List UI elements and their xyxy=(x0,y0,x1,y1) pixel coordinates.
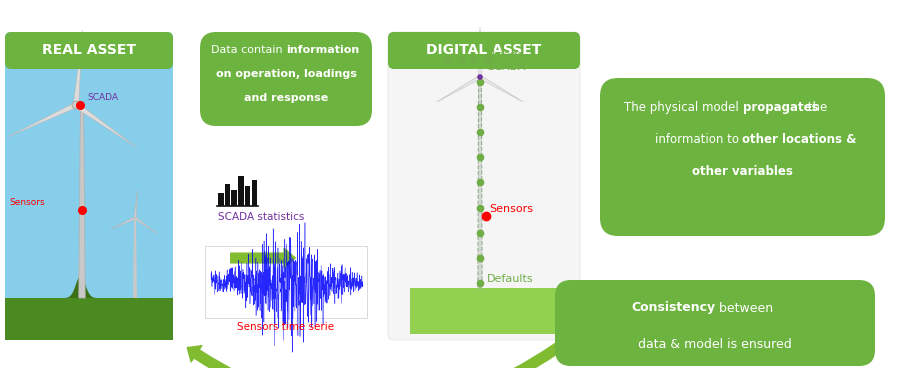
Text: data & model is ensured: data & model is ensured xyxy=(638,337,792,350)
Text: SCADA statistics: SCADA statistics xyxy=(218,212,304,222)
Text: SCADA: SCADA xyxy=(487,62,526,72)
FancyBboxPatch shape xyxy=(388,32,580,69)
Text: Defaults: Defaults xyxy=(487,274,534,284)
Bar xyxy=(410,288,558,334)
FancyBboxPatch shape xyxy=(5,32,173,69)
FancyArrowPatch shape xyxy=(187,344,561,368)
Circle shape xyxy=(72,101,80,109)
Text: REAL ASSET: REAL ASSET xyxy=(42,43,136,57)
Text: Data contain: Data contain xyxy=(211,45,286,55)
Polygon shape xyxy=(73,30,83,105)
Bar xyxy=(225,184,230,206)
Polygon shape xyxy=(436,75,481,102)
Polygon shape xyxy=(5,276,173,298)
FancyBboxPatch shape xyxy=(388,32,580,340)
Text: other variables: other variables xyxy=(692,166,793,178)
Polygon shape xyxy=(133,218,137,298)
Bar xyxy=(218,193,223,206)
Text: between: between xyxy=(715,301,773,315)
Polygon shape xyxy=(75,103,138,148)
Text: Sensors time serie: Sensors time serie xyxy=(238,322,335,332)
Polygon shape xyxy=(134,190,138,218)
Polygon shape xyxy=(79,106,86,298)
Polygon shape xyxy=(479,75,523,102)
Text: the: the xyxy=(805,102,828,114)
Text: Consistency: Consistency xyxy=(631,301,715,315)
Circle shape xyxy=(477,74,482,80)
Bar xyxy=(238,176,244,206)
Polygon shape xyxy=(110,217,136,230)
Polygon shape xyxy=(478,27,482,77)
Bar xyxy=(5,298,173,340)
Polygon shape xyxy=(8,103,77,137)
FancyArrowPatch shape xyxy=(230,248,295,268)
Text: other locations &: other locations & xyxy=(742,134,857,146)
Text: Loads: Loads xyxy=(492,50,525,60)
FancyBboxPatch shape xyxy=(5,32,173,340)
Bar xyxy=(231,190,237,206)
Text: information: information xyxy=(286,45,359,55)
Text: Sensors: Sensors xyxy=(9,198,45,207)
FancyBboxPatch shape xyxy=(600,78,885,236)
Text: on operation, loadings: on operation, loadings xyxy=(216,69,356,79)
FancyBboxPatch shape xyxy=(555,280,875,366)
Text: and response: and response xyxy=(244,93,328,103)
Polygon shape xyxy=(134,217,158,234)
Text: DIGITAL ASSET: DIGITAL ASSET xyxy=(427,43,542,57)
Text: propagates: propagates xyxy=(742,102,818,114)
Text: The physical model: The physical model xyxy=(624,102,742,114)
Bar xyxy=(245,186,250,206)
Text: information to: information to xyxy=(655,134,742,146)
Polygon shape xyxy=(478,77,482,288)
Bar xyxy=(251,180,257,206)
Text: SCADA: SCADA xyxy=(87,93,118,102)
Bar xyxy=(205,246,367,318)
Text: Sensors: Sensors xyxy=(489,204,533,214)
FancyBboxPatch shape xyxy=(200,32,372,126)
